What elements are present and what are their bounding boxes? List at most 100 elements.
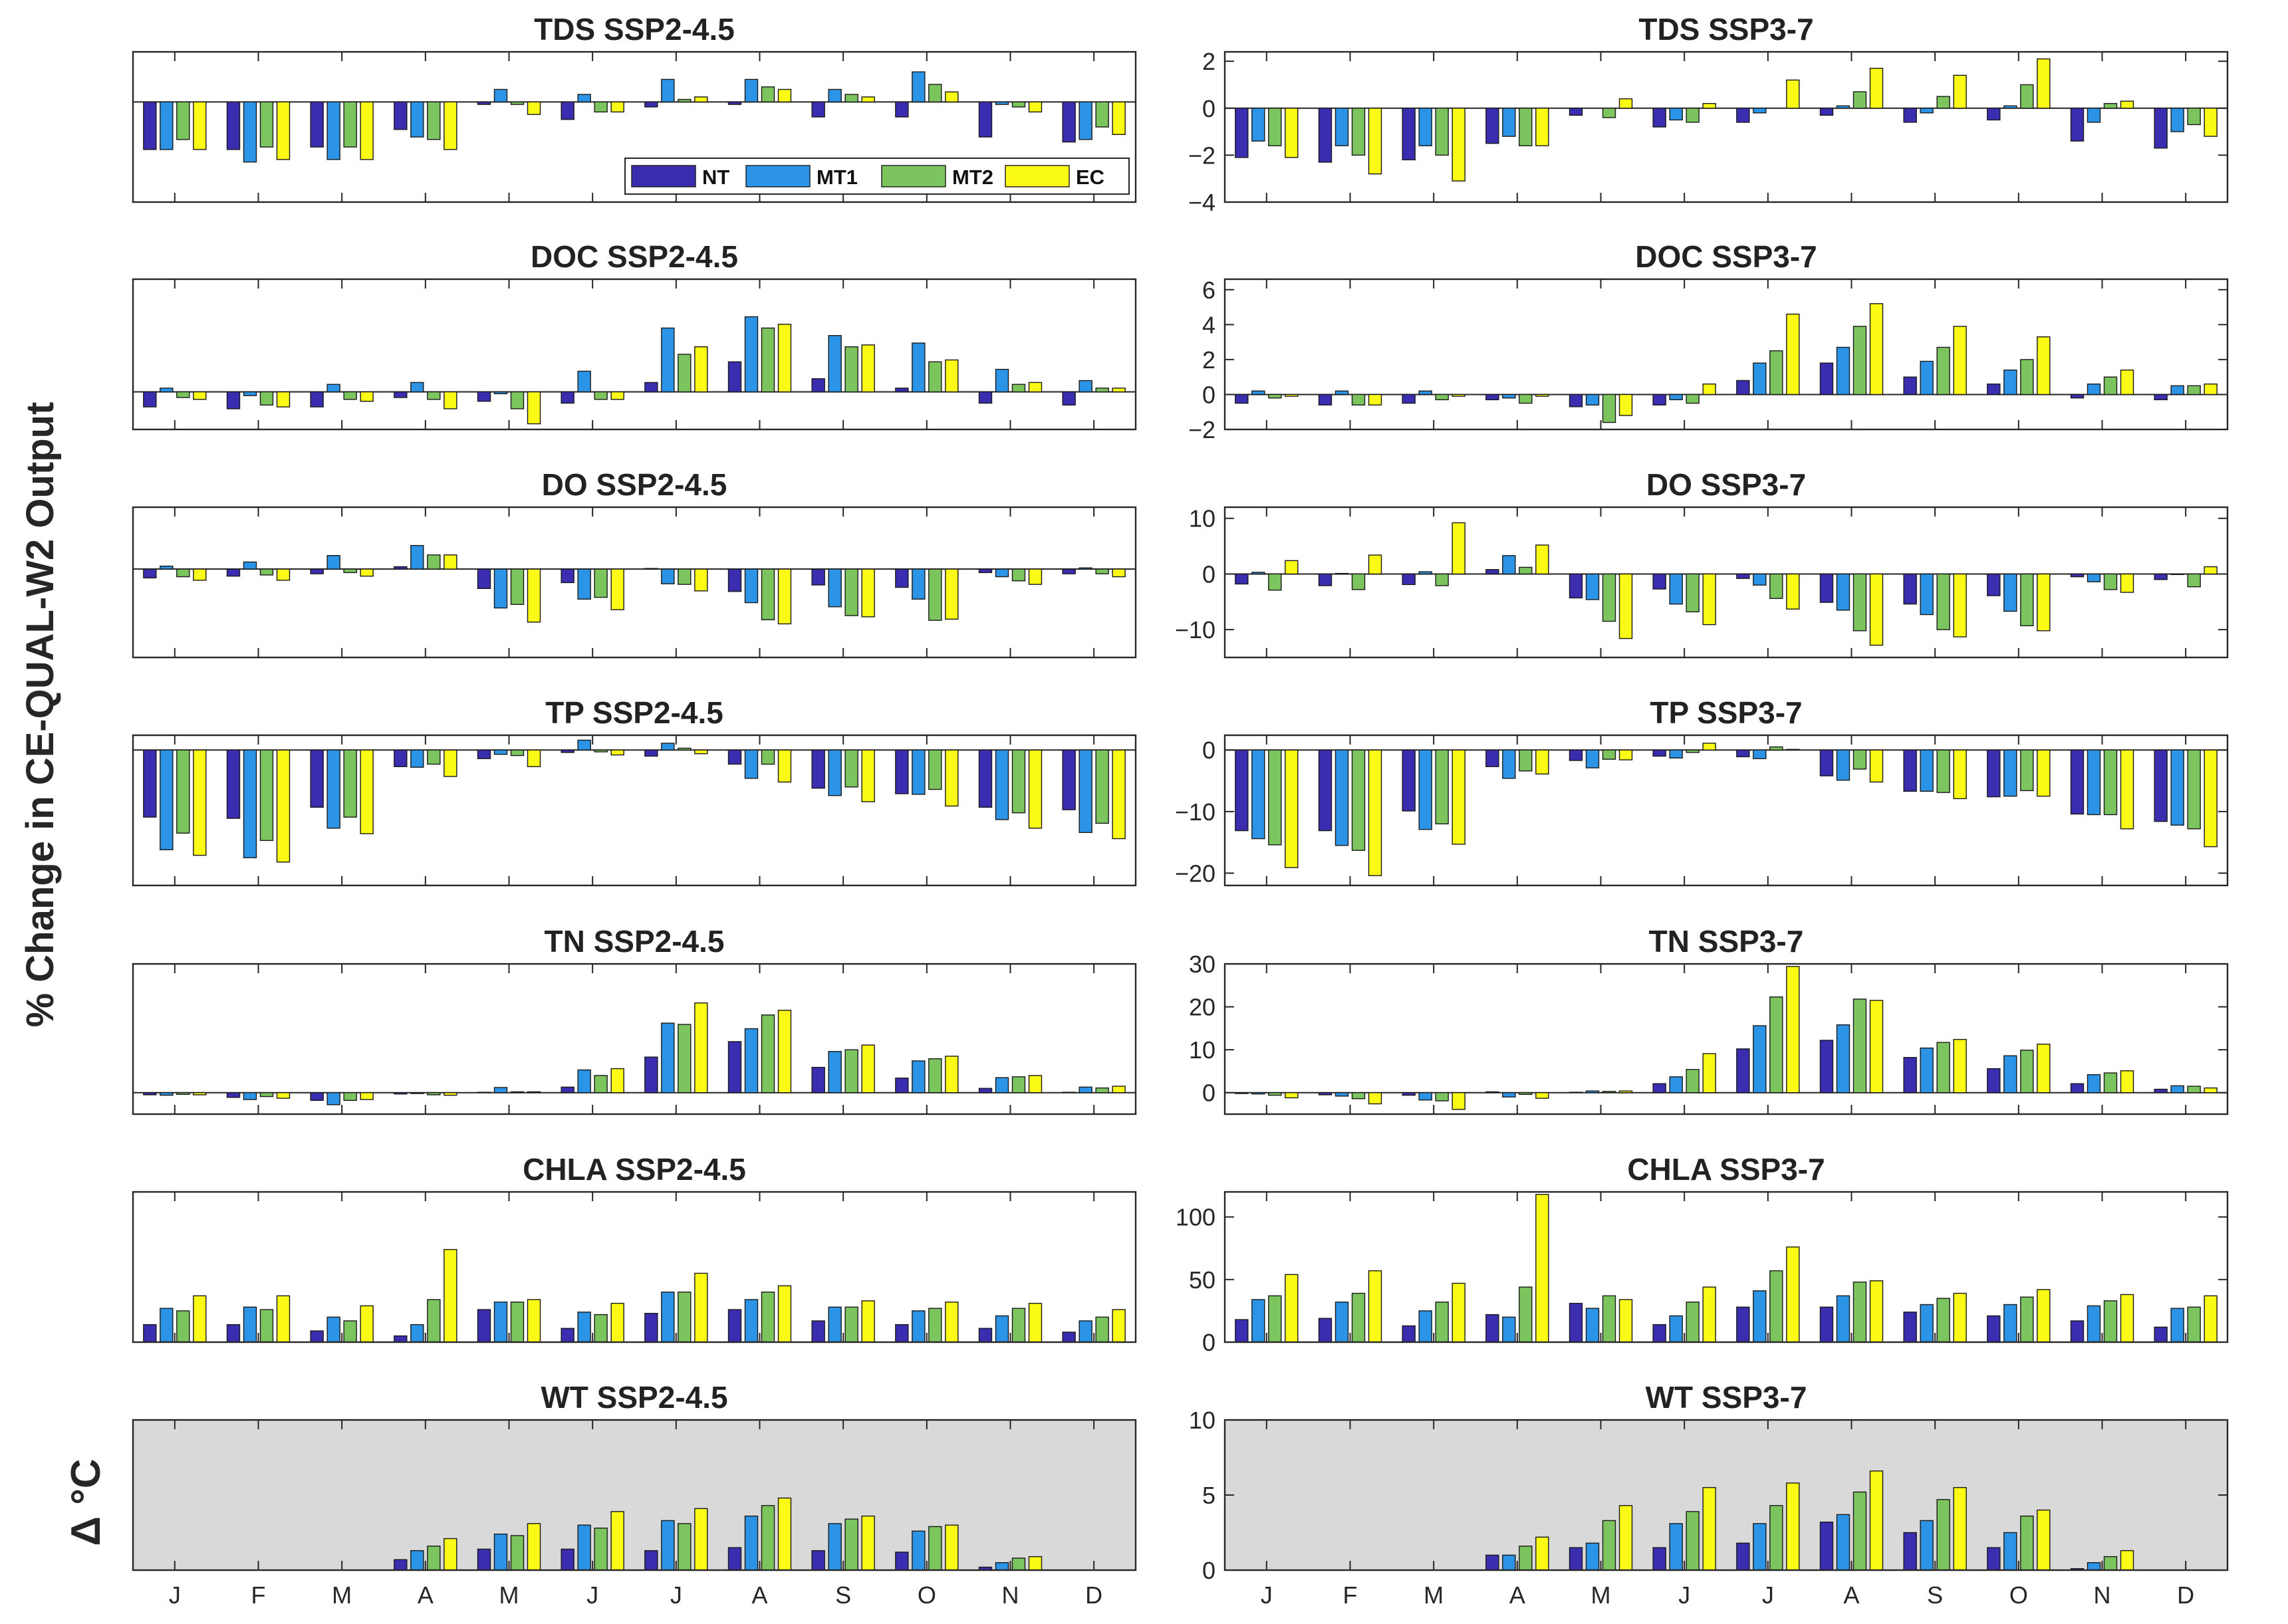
bar-ec [1368,1270,1382,1343]
bar-mt1 [661,568,675,584]
bar-nt [1736,108,1750,123]
legend-swatch-mt2 [881,165,946,187]
bar-nt [1987,1547,2001,1571]
bar-mt2 [1769,350,1783,396]
bar-mt2 [1351,1092,1366,1100]
bar-mt1 [1335,749,1349,846]
bar-ec [777,324,792,393]
bar-ec [360,749,374,834]
bar-nt [978,391,993,404]
chart-panel: DOC SSP3-7 6 4 2 0 −2 [1188,239,2229,443]
bar-ec [610,1511,624,1571]
bar-mt2 [2103,1300,2118,1343]
bar-mt1 [2087,573,2101,582]
bar-mt2 [1936,346,1950,396]
bar-mt2 [1011,568,1026,582]
bar-mt1 [2087,1074,2101,1094]
bar-nt [1485,108,1499,144]
bar-mt1 [577,370,591,393]
bar-ec [610,101,624,113]
bar-mt2 [1435,1302,1449,1343]
bar-mt2 [844,1306,858,1343]
bar-mt1 [661,327,675,393]
bar-nt [561,1548,574,1571]
panel-title: TN SSP2-4.5 [545,924,725,959]
legend: NT MT1 MT2 EC [624,158,1130,195]
bar-mt2 [1435,108,1449,156]
x-tick-label: A [418,1581,434,1609]
bar-mt2 [1435,1092,1449,1102]
bar-nt [1485,394,1499,401]
bar-mt2 [2187,749,2201,830]
bar-mt2 [343,101,357,148]
bar-mt1 [995,568,1009,578]
bar-ec [1786,749,1800,751]
bar-mt1 [1585,1542,1600,1571]
bar-mt2 [1011,384,1026,393]
bar-mt1 [2170,1085,2184,1094]
bar-nt [895,1078,909,1094]
panel-title: TP SSP2-4.5 [545,695,723,730]
bar-mt2 [2187,573,2201,588]
bar-nt [2154,749,2168,822]
bar-mt1 [243,561,257,570]
bar-nt [1987,1315,2001,1343]
panel-title: CHLA SSP3-7 [1627,1152,1825,1187]
bar-nt [895,1324,909,1343]
bar-mt2 [1095,101,1109,128]
bar-mt1 [1836,749,1850,781]
bar-mt1 [1669,108,1683,121]
bar-nt [310,1092,324,1102]
bar-ec [1368,394,1382,406]
bar-nt [1819,362,1834,396]
bar-mt2 [1686,573,1700,613]
bar-nt [1235,1092,1249,1094]
bar-nt [1569,573,1583,599]
bar-mt1 [2170,108,2184,132]
bar-mt2 [343,1092,357,1102]
bar-nt [1318,1318,1333,1343]
bar-mt2 [1852,91,1867,109]
panel-title: WT SSP3-7 [1646,1380,1807,1415]
bar-ec [1869,1470,1884,1571]
bar-mt2 [1602,1520,1616,1571]
bar-ec [1452,749,1465,845]
bar-ec [945,1056,959,1094]
bar-nt [1318,573,1333,586]
bar-ec [1869,303,1884,396]
bar-mt1 [1502,1092,1516,1098]
bar-mt2 [176,749,190,834]
bar-mt2 [2020,1296,2034,1343]
plot-area [133,279,1136,429]
bar-mt1 [577,568,591,600]
bar-nt [1485,749,1499,767]
y-tick-label: 0 [1202,95,1215,122]
bar-ec [444,1092,457,1096]
bar-nt [1569,1547,1583,1571]
bar-mt2 [2020,749,2034,792]
plot-area [1225,507,2227,657]
bar-ec [1452,1092,1465,1110]
bar-nt [1652,394,1666,406]
bar-mt1 [2003,1532,2017,1571]
bar-mt1 [1669,1076,1683,1094]
x-tick-label: D [2177,1581,2194,1609]
bar-nt [811,378,825,393]
bar-mt2 [1268,1295,1282,1343]
bar-mt1 [828,749,842,796]
bar-nt [2070,1083,2085,1094]
bar-ec [861,1044,875,1094]
bar-nt [1652,1547,1666,1571]
bar-nt [644,1550,658,1571]
bar-nt [310,101,324,148]
bar-mt2 [510,1535,525,1571]
bar-nt [1652,573,1666,590]
bar-mt2 [1351,108,1366,156]
bar-nt [2154,573,2168,580]
bar-ec [2120,749,2134,830]
bar-ec [2037,1509,2051,1571]
bar-nt [1569,108,1583,116]
bar-nt [1987,573,2001,596]
bar-ec [1953,1038,1967,1094]
